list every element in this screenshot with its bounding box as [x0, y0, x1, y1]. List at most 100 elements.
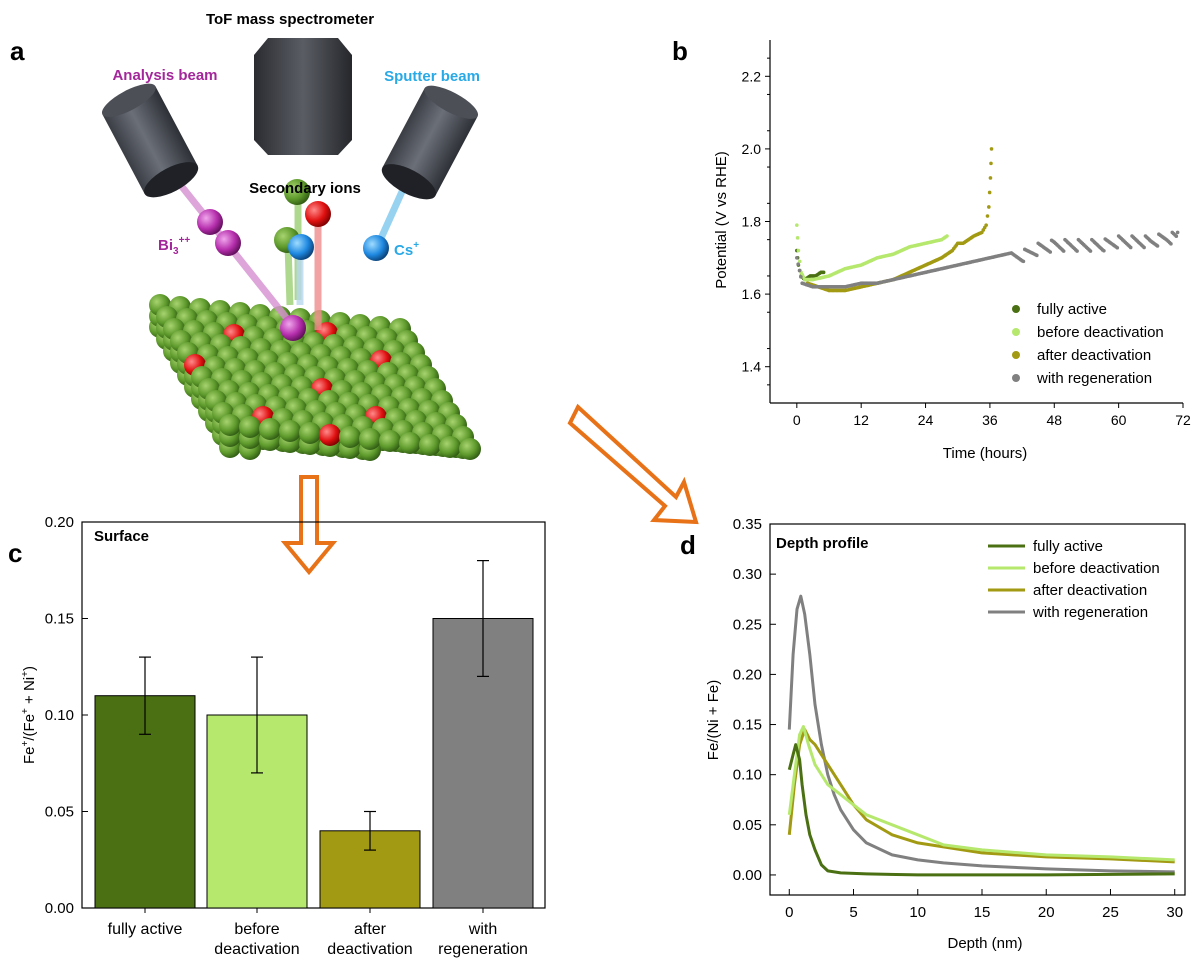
panel-label-d: d [680, 530, 696, 560]
chart-b-xtick-label: 0 [793, 412, 801, 428]
chart-b-point [988, 176, 993, 180]
chart-c-ytick-label: 0.10 [45, 707, 74, 724]
chart-b-point [1048, 250, 1053, 254]
tof-spectrometer-label: ToF mass spectrometer [206, 11, 374, 28]
chart-b-point [799, 275, 803, 279]
ni-atom [339, 426, 361, 448]
chart-c-ylabel-part: + [20, 708, 31, 714]
ni-atom [399, 432, 421, 454]
tof-spectrometer [254, 38, 352, 155]
ni-atom [259, 418, 281, 440]
secondary-ion-blue [288, 234, 314, 260]
chart-c-category-label: regeneration [438, 941, 528, 958]
chart-b-legend: fully active before deactivation after dea… [1012, 301, 1164, 387]
ni-atom [419, 434, 441, 456]
chart-b-legend-marker [1012, 305, 1020, 313]
secondary-ion-green-1 [284, 179, 310, 205]
chart-b-point [989, 161, 993, 166]
cs-label-sup: + [413, 240, 419, 251]
chart-b-xtick-label: 60 [1111, 412, 1127, 428]
chart-d-legend-label: after deactivation [1033, 582, 1147, 599]
chart-b-point [1115, 245, 1120, 250]
chart-d-line-before-deactivation [787, 725, 1175, 862]
chart-b-point [796, 262, 800, 266]
ni-atom [299, 422, 321, 444]
chart-b-point [795, 236, 800, 240]
ni-atom [439, 436, 461, 458]
chart-c: c 0.00 0.05 0.10 0.15 0.20 fully active before… [8, 514, 546, 958]
cs-label-main: Cs [394, 242, 413, 259]
panel-label-c: c [8, 538, 22, 568]
analysis-beam-label: Analysis beam [112, 67, 217, 84]
sputter-beam-ray [374, 183, 409, 247]
chart-c-category-label: with [468, 921, 497, 938]
chart-d-xtick-label: 20 [1038, 904, 1055, 921]
chart-b-xtick-label: 48 [1046, 412, 1062, 428]
ni-atom [219, 414, 241, 436]
chart-b-legend-label: after deactivation [1037, 347, 1151, 364]
chart-b-point [1174, 234, 1179, 239]
chart-b-xtick-label: 24 [918, 412, 934, 428]
chart-b-legend-label: fully active [1037, 301, 1107, 318]
chart-b-ytick-label: 2.0 [742, 141, 762, 157]
bi-label-main: Bi [158, 237, 173, 254]
arrow-to-depth-profile [567, 403, 699, 525]
chart-b-point [1061, 249, 1066, 253]
chart-b-point [987, 205, 991, 209]
bi-ion-2 [215, 230, 241, 256]
chart-b-ytick-label: 1.8 [742, 214, 762, 230]
chart-b-point [985, 214, 990, 218]
cs-ion [363, 235, 389, 261]
chart-b-point [1128, 245, 1133, 250]
secondary-ion-ray-green-1 [284, 244, 294, 306]
chart-d-ytick-label: 0.00 [733, 867, 762, 884]
chart-b-xtick-label: 12 [853, 412, 869, 428]
chart-d-line-fully-active [787, 743, 1175, 877]
chart-b-legend-marker [1012, 351, 1020, 359]
chart-d-plot: 0.00 0.05 0.10 0.15 0.20 0.25 0.30 0.35 0 5 10 15 20… [733, 516, 1186, 921]
chart-b-series-after-deactivation [805, 147, 994, 293]
chart-b-point [987, 190, 992, 195]
chart-b-point [1175, 230, 1180, 235]
chart-b-point [989, 147, 994, 151]
chart-b-legend-label: with regeneration [1036, 370, 1152, 387]
chart-b-point [795, 223, 799, 227]
chart-d-ytick-label: 0.20 [733, 666, 762, 683]
bi-ion-3 [280, 315, 306, 341]
chart-b-point [1142, 245, 1146, 250]
bi-label-sub: 3 [173, 246, 179, 257]
chart-c-ylabel-part: ) [21, 666, 38, 671]
chart-d-ytick-label: 0.25 [733, 616, 762, 633]
chart-d-ytick-label: 0.05 [733, 817, 762, 834]
chart-b-point [795, 255, 799, 260]
chart-d-legend-label: fully active [1033, 538, 1103, 555]
chart-c-ytick-label: 0.00 [45, 900, 74, 917]
panel-label-a: a [10, 36, 25, 66]
chart-d-line-with-regeneration [787, 594, 1175, 874]
chart-d-xtick-label: 15 [974, 904, 991, 921]
ni-atom [359, 428, 381, 450]
chart-d-xtick-label: 0 [785, 904, 793, 921]
ni-atom [239, 416, 261, 438]
chart-d-xlabel: Depth (nm) [947, 935, 1022, 952]
chart-d-ytick-label: 0.15 [733, 717, 762, 734]
chart-b-xlabel: Time (hours) [943, 445, 1027, 462]
chart-b-xtick-label: 72 [1175, 412, 1191, 428]
sims-diagram: a ToF mass s [10, 11, 481, 461]
ni-atom [459, 438, 481, 460]
chart-b-point [797, 259, 802, 264]
chart-b-point [1075, 249, 1079, 253]
chart-c-category-label: deactivation [327, 941, 412, 958]
sputter-beam-label: Sputter beam [384, 68, 480, 85]
secondary-ions-label: Secondary ions [249, 180, 361, 197]
ni-atom [379, 430, 401, 452]
sputter-gun [381, 85, 479, 200]
chart-b-point [1088, 249, 1093, 253]
chart-b-ytick-label: 1.4 [742, 359, 762, 375]
chart-c-ylabel-part: Fe [21, 746, 38, 764]
chart-b-point [797, 268, 802, 273]
chart-b-point [1169, 242, 1173, 246]
chart-b-xtick-label: 36 [982, 412, 998, 428]
chart-b-legend-marker [1012, 328, 1020, 336]
chart-b-legend-label: before deactivation [1037, 324, 1164, 341]
